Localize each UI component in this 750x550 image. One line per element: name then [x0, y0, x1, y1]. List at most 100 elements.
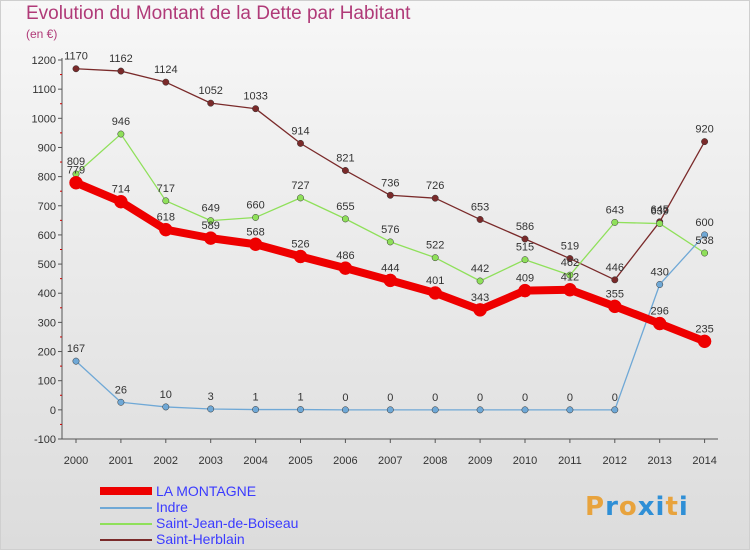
chart-title: Evolution du Montant de la Dette par Hab… — [26, 3, 411, 24]
data-point — [248, 237, 263, 252]
data-point — [521, 256, 529, 264]
data-point — [701, 138, 709, 146]
legend-swatch-saint-herblain — [100, 539, 152, 541]
data-point — [207, 405, 215, 413]
y-tick-label: 1200 — [32, 55, 56, 67]
data-label: 3 — [208, 391, 214, 403]
data-point — [563, 282, 577, 297]
x-tick-label: 2013 — [647, 455, 671, 467]
data-label: 727 — [291, 180, 309, 192]
logo-letter: i — [655, 492, 666, 522]
data-point — [521, 406, 529, 414]
x-tick-label: 2011 — [558, 455, 582, 467]
data-point — [386, 238, 394, 246]
y-tick-label: 900 — [38, 142, 56, 154]
data-point — [162, 403, 170, 411]
data-label: 946 — [112, 116, 130, 128]
data-label: 726 — [426, 180, 444, 192]
data-point — [701, 249, 709, 257]
data-point — [252, 213, 260, 221]
data-label: 10 — [160, 389, 172, 401]
data-point — [114, 194, 128, 209]
data-label: 0 — [477, 392, 483, 404]
data-point — [341, 215, 349, 223]
data-point — [117, 398, 125, 406]
data-label: 645 — [651, 204, 669, 216]
data-point — [518, 283, 532, 298]
data-label: 486 — [336, 250, 354, 262]
legend: LA MONTAGNE Indre Saint-Jean-de-Boiseau … — [100, 483, 360, 548]
x-tick-label: 2009 — [468, 455, 492, 467]
data-point — [476, 216, 484, 223]
y-tick-label: 500 — [38, 259, 56, 271]
data-label: 412 — [561, 272, 579, 284]
data-point — [476, 406, 484, 414]
data-label: 779 — [67, 165, 85, 177]
x-tick-label: 2014 — [692, 455, 716, 467]
y-tick-label: 800 — [38, 172, 56, 184]
y-tick-label: -100 — [34, 434, 56, 446]
y-tick-label: 600 — [38, 230, 56, 242]
logo-letter: x — [637, 492, 656, 522]
x-tick-label: 2004 — [243, 455, 267, 467]
x-tick-label: 2002 — [154, 455, 178, 467]
data-point — [69, 175, 83, 190]
data-label: 576 — [381, 224, 399, 236]
data-point — [207, 99, 215, 107]
data-label: 526 — [291, 238, 309, 250]
x-tick-label: 2005 — [288, 455, 312, 467]
x-tick-label: 2001 — [109, 455, 133, 467]
data-label: 0 — [522, 392, 528, 404]
data-point — [652, 316, 667, 331]
legend-item-la-montagne: LA MONTAGNE — [100, 483, 360, 500]
data-label: 430 — [651, 266, 669, 278]
data-point — [297, 194, 304, 202]
data-point — [566, 406, 574, 414]
data-label: 920 — [695, 124, 713, 136]
data-point — [162, 78, 170, 86]
data-point — [656, 220, 664, 228]
logo-letter: P — [585, 492, 606, 522]
data-point — [476, 277, 484, 285]
data-label: 538 — [695, 235, 713, 247]
data-label: 355 — [606, 288, 624, 300]
x-tick-label: 2010 — [513, 455, 537, 467]
data-label: 1124 — [154, 64, 178, 76]
data-point — [608, 299, 622, 314]
data-label: 409 — [516, 273, 534, 285]
data-label: 235 — [695, 323, 713, 335]
data-point — [383, 273, 398, 288]
data-label: 600 — [695, 217, 713, 229]
data-label: 442 — [471, 263, 489, 275]
data-point — [341, 167, 349, 174]
data-label: 26 — [115, 384, 127, 396]
data-label: 0 — [387, 392, 393, 404]
legend-swatch-la-montagne — [100, 487, 152, 495]
y-tick-label: 100 — [38, 376, 56, 388]
data-point — [117, 67, 125, 75]
x-tick-label: 2000 — [64, 455, 88, 467]
data-label: 586 — [516, 221, 534, 233]
data-label: 639 — [651, 206, 669, 218]
data-label: 1 — [297, 392, 303, 404]
data-label: 462 — [561, 257, 579, 269]
data-point — [252, 406, 260, 414]
legend-item-saint-jean-de-boiseau: Saint-Jean-de-Boiseau — [100, 515, 360, 532]
data-point — [431, 254, 439, 262]
legend-swatch-saint-jean-de-boiseau — [100, 523, 152, 525]
data-label: 655 — [336, 201, 354, 213]
unit-label: (en €) — [26, 27, 58, 41]
data-point — [297, 406, 304, 414]
x-tick-label: 2006 — [333, 455, 357, 467]
data-point — [297, 139, 304, 147]
x-tick-label: 2007 — [378, 455, 402, 467]
proxiti-logo: Proxiti — [585, 492, 689, 522]
data-point — [252, 105, 260, 113]
data-point — [162, 197, 170, 205]
data-point — [611, 406, 619, 414]
y-tick-label: 1000 — [32, 113, 56, 125]
data-label: 1033 — [243, 91, 267, 103]
data-point — [203, 231, 218, 245]
data-label: 0 — [432, 392, 438, 404]
y-tick-label: 700 — [38, 201, 56, 213]
